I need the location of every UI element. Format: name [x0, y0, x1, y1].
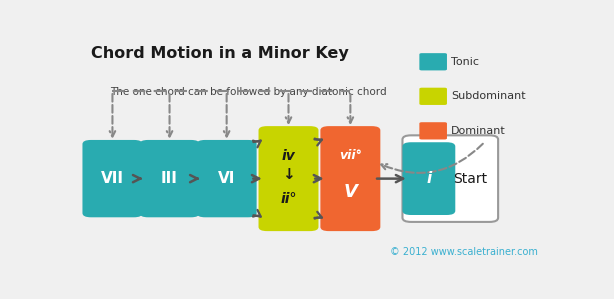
Text: Start: Start: [453, 172, 488, 186]
Text: © 2012 www.scaletrainer.com: © 2012 www.scaletrainer.com: [391, 247, 538, 257]
Text: VI: VI: [218, 171, 235, 186]
FancyBboxPatch shape: [402, 135, 498, 222]
Text: iv: iv: [282, 149, 295, 163]
FancyBboxPatch shape: [139, 140, 200, 217]
FancyBboxPatch shape: [196, 140, 257, 217]
FancyBboxPatch shape: [68, 33, 561, 269]
FancyBboxPatch shape: [321, 126, 380, 231]
Text: Dominant: Dominant: [451, 126, 506, 136]
Text: vii°: vii°: [339, 149, 362, 162]
Text: Tonic: Tonic: [451, 57, 480, 67]
FancyBboxPatch shape: [82, 140, 142, 217]
FancyBboxPatch shape: [419, 53, 447, 71]
Text: ↓: ↓: [282, 167, 295, 181]
Text: V: V: [343, 183, 357, 202]
Text: VII: VII: [101, 171, 124, 186]
Text: The one chord can be followed by any diatonic chord: The one chord can be followed by any dia…: [110, 86, 386, 97]
Text: III: III: [161, 171, 178, 186]
Text: Chord Motion in a Minor Key: Chord Motion in a Minor Key: [91, 46, 349, 61]
Text: ii°: ii°: [280, 192, 297, 206]
FancyBboxPatch shape: [419, 88, 447, 105]
FancyBboxPatch shape: [419, 122, 447, 139]
Text: Subdominant: Subdominant: [451, 91, 526, 101]
FancyBboxPatch shape: [258, 126, 319, 231]
Text: i: i: [426, 171, 432, 186]
FancyBboxPatch shape: [402, 142, 456, 215]
